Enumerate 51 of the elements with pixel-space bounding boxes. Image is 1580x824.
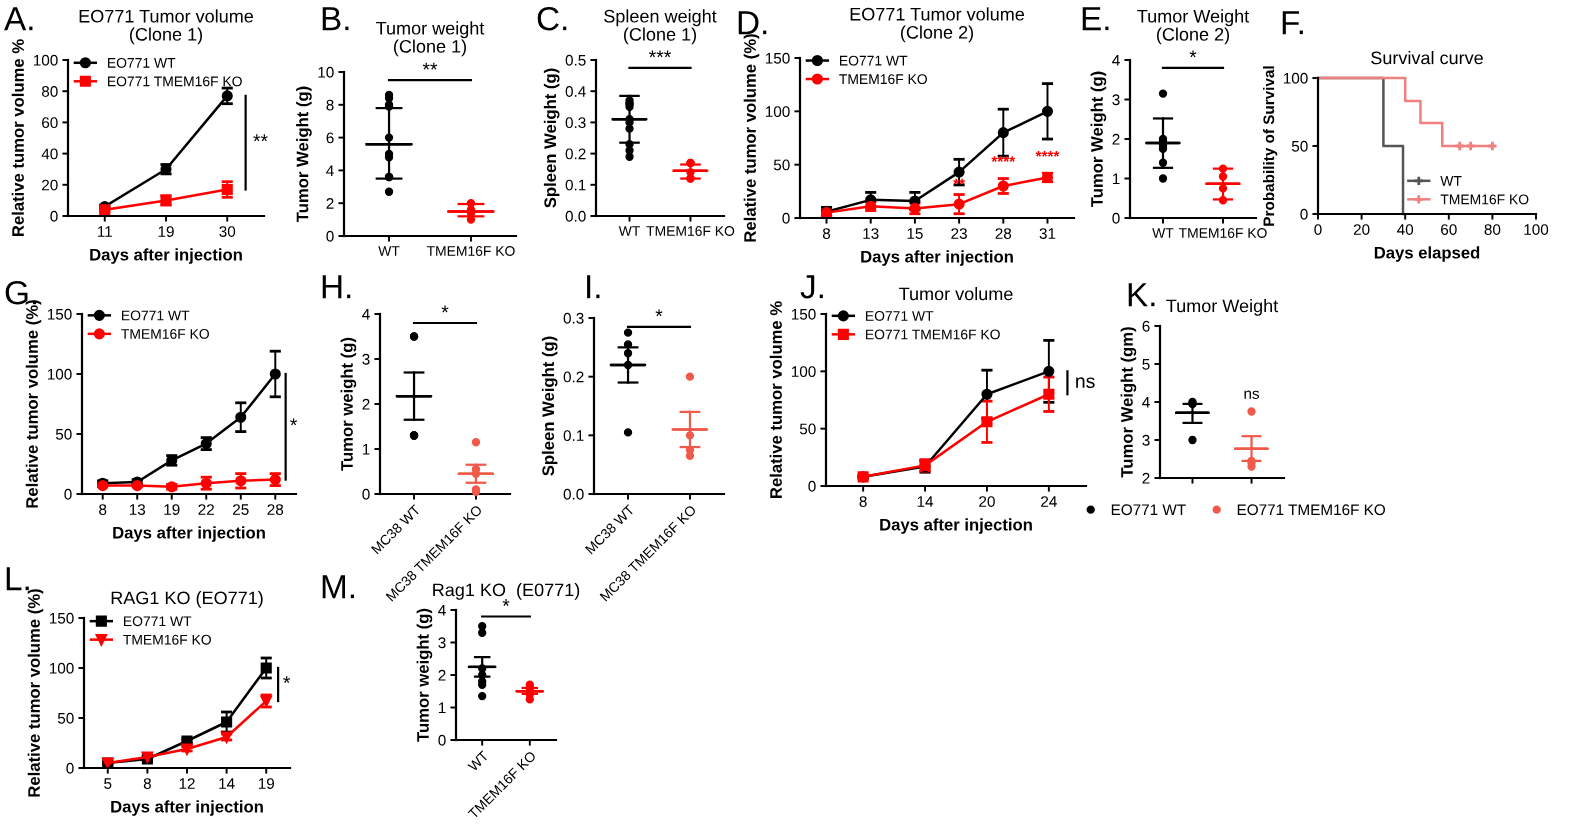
y-axis-title: Tumor weight (g) — [340, 337, 357, 471]
y-axis-title: Spleen Weight (g) — [541, 336, 558, 476]
annotation: * — [283, 676, 291, 683]
annotation: * — [290, 418, 298, 426]
y-axis-title: Relative tumor volume (%) — [27, 589, 44, 797]
text: F. — [1282, 11, 1303, 35]
y-axis-title: Relative tumor volume (%) — [25, 300, 42, 508]
y-axis-title: Tumor Weight (g) — [296, 86, 312, 223]
y-axis-title: Tumor Weight (g) — [1090, 71, 1107, 208]
text: * — [1189, 50, 1197, 58]
text: *** — [648, 50, 672, 58]
text: D. — [738, 11, 767, 35]
text: K. — [1128, 283, 1155, 307]
x-axis-title: Days after injection — [880, 518, 1032, 534]
chart-title: Tumor Weight — [1166, 299, 1279, 316]
y-axis-title: Relative tumor volume % — [11, 39, 24, 236]
text: H. — [322, 275, 351, 299]
text: ** — [422, 62, 438, 70]
x-axis-title: Days after injection — [861, 250, 1013, 266]
text: J. — [800, 275, 823, 299]
chart-title: Survival curve — [1371, 51, 1483, 65]
x-axis-title: Days after injection — [113, 526, 265, 542]
text: * — [502, 599, 510, 606]
text: E. — [1082, 7, 1109, 31]
x-axis-title: Days after injection — [111, 800, 263, 816]
y-axis-title: Tumor Weight (gm) — [1120, 327, 1137, 478]
chart-title: EO771 Tumor volume (Clone 2) — [850, 7, 1025, 43]
text: C. — [537, 6, 567, 31]
chart-title: Spleen weight (Clone 1) — [604, 9, 717, 45]
y-axis-title: Tumor weight (g) — [416, 608, 433, 742]
chart-title: RAG1 KO (EO771) — [111, 591, 263, 608]
text: B. — [322, 7, 349, 31]
y-axis-title: Relative tumor volume (%) — [743, 34, 760, 242]
chart-title: Tumor volume — [899, 287, 1013, 301]
y-axis-title: Spleen Weight (g) — [543, 68, 560, 208]
x-axis-title: Days elapsed — [1374, 246, 1480, 262]
y-axis-title: Relative tumor volume % — [769, 301, 782, 498]
text: * — [655, 309, 663, 317]
text: G. — [5, 280, 37, 305]
text: M. — [322, 575, 354, 599]
text: L. — [6, 567, 29, 591]
x-axis-title: Days after injection — [90, 248, 242, 264]
text: I. — [587, 275, 600, 299]
chart-title: EO771 Tumor volume (Clone 1) — [79, 9, 254, 45]
text: A. — [4, 7, 33, 31]
chart-title: Tumor Weight (Clone 2) — [1137, 9, 1250, 45]
annotation: ns — [1076, 377, 1095, 389]
chart-title: Rag1 KO (E0771) — [433, 583, 580, 600]
chart-title: Tumor weight (Clone 1) — [376, 21, 485, 57]
annotation: ** — [253, 134, 268, 142]
text: * — [441, 305, 449, 313]
